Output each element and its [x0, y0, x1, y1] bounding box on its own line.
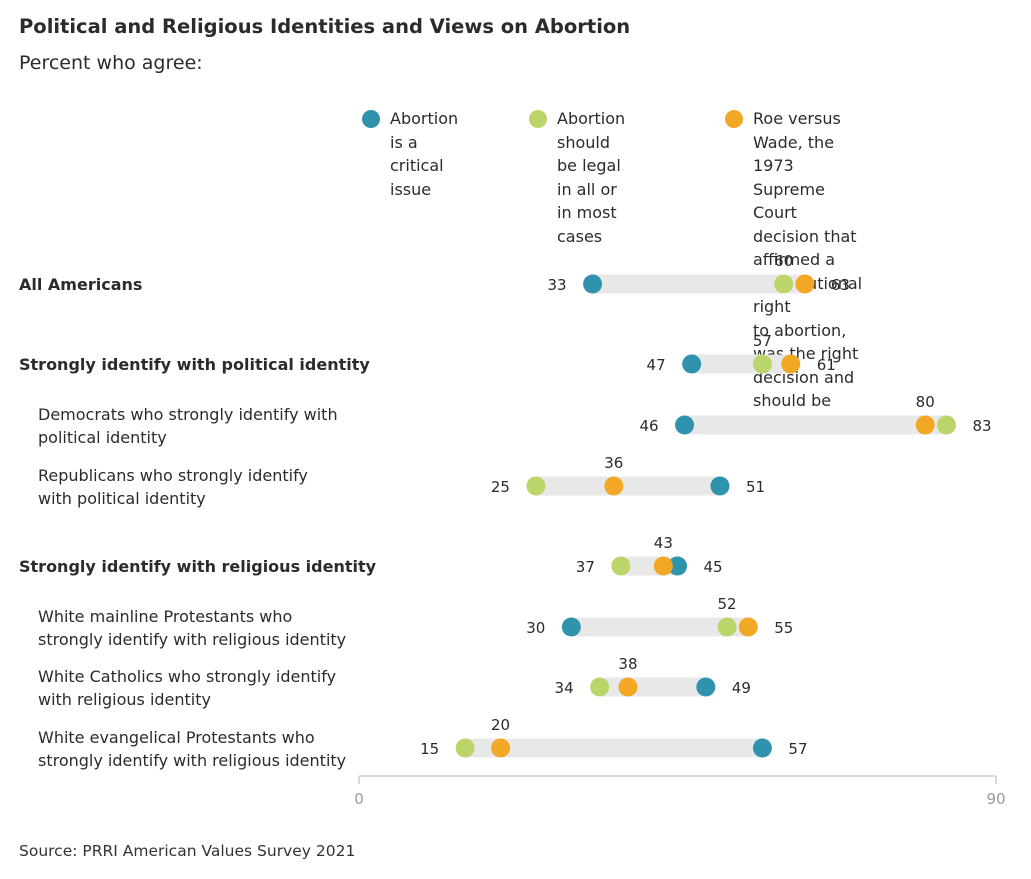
row-label-line: White mainline Protestants who: [38, 607, 292, 626]
dot-legal: [717, 617, 737, 637]
dot-legal: [752, 354, 772, 374]
row-label-line: Republicans who strongly identify: [38, 466, 308, 485]
dot-legal: [774, 274, 794, 294]
x-tick-label-min: 0: [354, 790, 364, 808]
value-label-critical: 46: [639, 417, 658, 435]
legend-swatch-critical: [362, 110, 380, 128]
row-label: White mainline Protestants who strongly i…: [38, 607, 346, 649]
dot-critical: [668, 556, 687, 576]
dot-critical: [675, 415, 695, 435]
value-label-roe: 43: [654, 534, 673, 552]
value-label-critical: 33: [547, 276, 566, 294]
row-label-line: Democrats who strongly identify with: [38, 405, 338, 424]
value-label-legal: 37: [576, 558, 595, 576]
value-label-roe: 38: [618, 655, 637, 673]
dot-roe: [618, 677, 638, 697]
range-bar: [592, 274, 805, 294]
row-label: Republicans who strongly identify with po…: [38, 466, 308, 508]
value-label-legal: 52: [717, 595, 736, 613]
value-label-roe: 55: [774, 619, 793, 637]
value-label-roe: 36: [604, 454, 623, 472]
value-label-roe: 80: [916, 393, 935, 411]
dot-critical: [710, 476, 730, 496]
row-label-line: with political identity: [38, 489, 206, 508]
row-label: Democrats who strongly identify with poli…: [38, 405, 338, 447]
source-note: Source: PRRI American Values Survey 2021: [19, 842, 356, 860]
x-tick-label-max: 90: [986, 790, 1005, 808]
dot-legal: [936, 415, 956, 435]
dot-legal: [590, 677, 610, 697]
chart-title: Political and Religious Identities and V…: [19, 15, 631, 38]
value-label-roe: 61: [817, 356, 836, 374]
row-label: White Catholics who strongly identify wit…: [38, 667, 336, 709]
row-label-line: White Catholics who strongly identify: [38, 667, 336, 686]
row-label-line: strongly identify with religious identit…: [38, 751, 346, 770]
range-bar: [535, 476, 720, 496]
range-bar: [465, 738, 763, 758]
value-label-critical: 49: [732, 679, 751, 697]
dot-critical: [682, 354, 702, 374]
dot-roe: [491, 738, 511, 758]
legend-swatch-legal: [529, 110, 547, 128]
value-label-roe: 20: [491, 716, 510, 734]
row-label-line: with religious identity: [38, 690, 211, 709]
legend-label-legal: Abortion should be legal in all or in mo…: [557, 109, 626, 246]
value-label-legal: 34: [555, 679, 574, 697]
dot-roe: [915, 415, 935, 435]
dot-critical: [583, 274, 603, 294]
dot-legal: [611, 556, 631, 576]
legend-swatch-roe: [725, 110, 743, 128]
value-label-legal: 83: [972, 417, 991, 435]
row-label-line: strongly identify with religious identit…: [38, 630, 346, 649]
row-label: Strongly identify with political identit…: [19, 355, 370, 374]
dot-critical: [696, 677, 716, 697]
value-label-legal: 57: [753, 332, 772, 350]
value-label-legal: 25: [491, 478, 510, 496]
row-label: White evangelical Protestants who strongl…: [38, 728, 346, 770]
dot-legal: [455, 738, 475, 758]
range-bar: [599, 677, 706, 697]
row-label: All Americans: [19, 275, 142, 294]
dot-legal: [526, 476, 546, 496]
value-label-legal: 60: [774, 252, 793, 270]
value-label-critical: 57: [788, 740, 807, 758]
dot-roe: [604, 476, 624, 496]
row-label: Strongly identify with religious identit…: [19, 557, 377, 576]
dot-roe: [653, 556, 673, 576]
range-bar: [571, 617, 749, 637]
dot-critical: [561, 617, 581, 637]
range-bar: [684, 415, 947, 435]
value-label-critical: 30: [526, 619, 545, 637]
dot-roe: [781, 354, 801, 374]
row-label-line: White evangelical Protestants who: [38, 728, 315, 747]
value-label-legal: 15: [420, 740, 439, 758]
dot-roe: [795, 274, 815, 294]
value-label-critical: 47: [647, 356, 666, 374]
row-label-line: political identity: [38, 428, 167, 447]
range-bar: [691, 354, 791, 374]
chart-subtitle: Percent who agree:: [19, 52, 203, 74]
value-label-critical: 51: [746, 478, 765, 496]
dot-roe: [738, 617, 758, 637]
value-label-roe: 63: [831, 276, 850, 294]
dot-critical: [752, 738, 772, 758]
value-label-critical: 45: [704, 558, 723, 576]
legend-label-critical: Abortion is a critical issue: [390, 109, 459, 199]
